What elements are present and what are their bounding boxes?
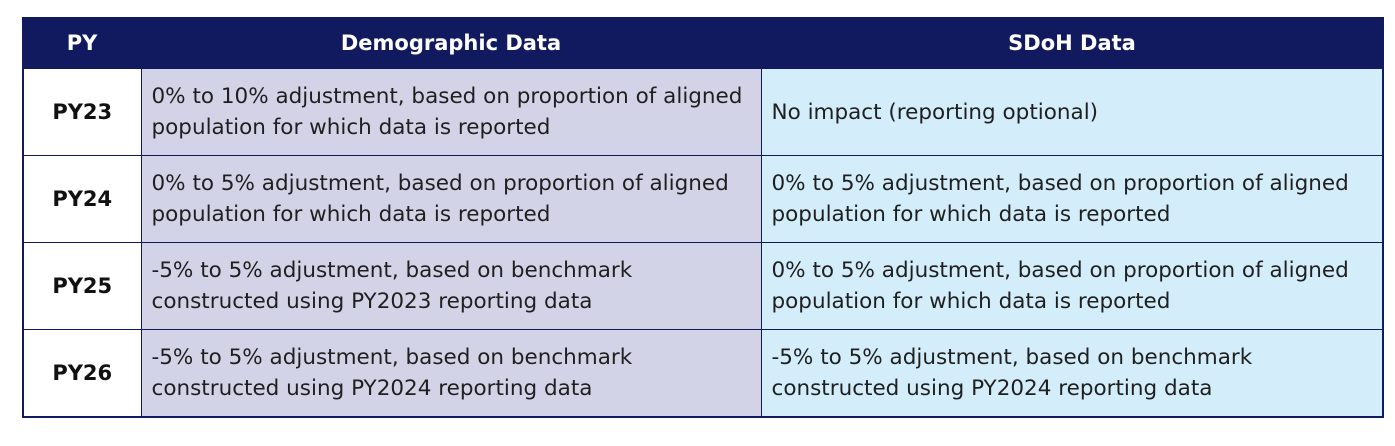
sdoh-cell: No impact (reporting optional) bbox=[760, 67, 1384, 156]
header-row: PY Demographic Data SDoH Data bbox=[22, 17, 1384, 69]
py-cell: PY23 bbox=[22, 67, 142, 156]
py-cell: PY24 bbox=[22, 155, 142, 243]
header-demographic-data: Demographic Data bbox=[140, 17, 762, 69]
table-row: PY24 0% to 5% adjustment, based on propo… bbox=[22, 155, 1384, 243]
table-row: PY25 -5% to 5% adjustment, based on benc… bbox=[22, 242, 1384, 330]
py-cell: PY25 bbox=[22, 242, 142, 330]
adjustment-table: PY Demographic Data SDoH Data PY23 0% to… bbox=[22, 17, 1384, 418]
demographic-cell: -5% to 5% adjustment, based on benchmark… bbox=[140, 329, 762, 418]
sdoh-cell: 0% to 5% adjustment, based on proportion… bbox=[760, 242, 1384, 330]
header-sdoh-data: SDoH Data bbox=[760, 17, 1384, 69]
demographic-cell: 0% to 10% adjustment, based on proportio… bbox=[140, 67, 762, 156]
table-row: PY26 -5% to 5% adjustment, based on benc… bbox=[22, 329, 1384, 418]
sdoh-cell: -5% to 5% adjustment, based on benchmark… bbox=[760, 329, 1384, 418]
sdoh-cell: 0% to 5% adjustment, based on proportion… bbox=[760, 155, 1384, 243]
demographic-cell: -5% to 5% adjustment, based on benchmark… bbox=[140, 242, 762, 330]
header-py: PY bbox=[22, 17, 142, 69]
table-row: PY23 0% to 10% adjustment, based on prop… bbox=[22, 67, 1384, 156]
py-cell: PY26 bbox=[22, 329, 142, 418]
demographic-cell: 0% to 5% adjustment, based on proportion… bbox=[140, 155, 762, 243]
